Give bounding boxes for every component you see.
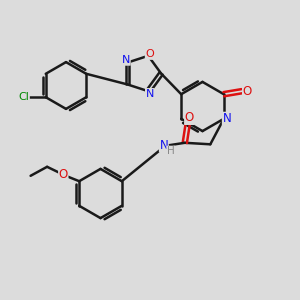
Text: N: N (222, 112, 231, 125)
Text: O: O (185, 111, 194, 124)
Text: O: O (59, 168, 68, 181)
Text: Cl: Cl (18, 92, 29, 102)
Text: N: N (122, 55, 130, 65)
Text: N: N (146, 88, 154, 99)
Text: O: O (243, 85, 252, 98)
Text: O: O (146, 49, 154, 59)
Text: N: N (159, 139, 168, 152)
Text: H: H (167, 146, 175, 156)
